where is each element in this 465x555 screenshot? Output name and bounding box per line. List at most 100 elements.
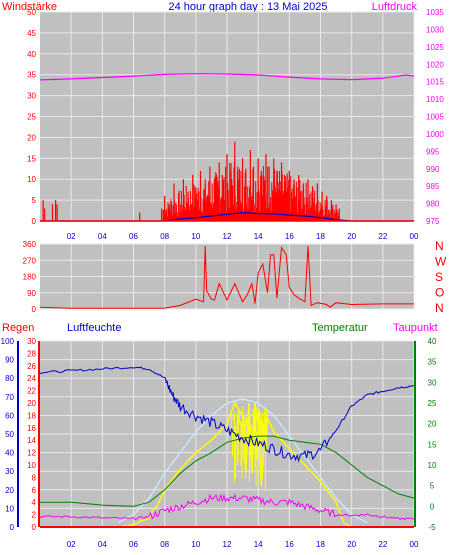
time-tick-label: 04 <box>98 540 107 549</box>
time-tick-label: 06 <box>129 232 138 241</box>
chart-title: 24 hour graph day : 13 Mai 2025 <box>168 1 327 13</box>
direction-tick-label: 90 <box>27 289 36 298</box>
wind-tick-label: 25 <box>27 113 36 122</box>
wind-panel-data <box>39 73 415 222</box>
humidity-tick-label: 10 <box>5 504 14 513</box>
rain-tick-label: 20 <box>27 399 36 408</box>
pressure-tick-label: 1000 <box>426 130 444 139</box>
rain-tick-label: 24 <box>27 374 36 383</box>
pressure-tick-label: 1020 <box>426 60 444 69</box>
pressure-tick-label: 1015 <box>426 78 444 87</box>
temperature-tick-label: 5 <box>430 482 435 491</box>
wind-tick-label: 30 <box>27 92 36 101</box>
humidity-tick-label: 50 <box>5 430 14 439</box>
rain-tick-label: 16 <box>27 424 36 433</box>
rain-tick-label: 0 <box>32 523 37 532</box>
time-tick-label: 14 <box>254 232 263 241</box>
direction-tick-label: 270 <box>23 256 37 265</box>
pressure-tick-label: 1035 <box>426 8 444 17</box>
rain-tick-label: 4 <box>32 498 37 507</box>
time-tick-label: 14 <box>254 540 263 549</box>
wind-tick-label: 15 <box>27 154 36 163</box>
time-tick-label: 02 <box>67 540 76 549</box>
rain-tick-label: 10 <box>27 461 36 470</box>
rain-tick-label: 12 <box>27 449 36 458</box>
temperature-tick-label: 40 <box>428 337 437 346</box>
time-tick-label: 12 <box>223 540 232 549</box>
luftfeuchte-label: Luftfeuchte <box>67 322 121 334</box>
wind-tick-label: 45 <box>27 29 36 38</box>
rain-tick-label: 30 <box>27 337 36 346</box>
wind-axis-ticks: 0 5 10 15 20 25 30 35 40 45 50 <box>27 8 36 226</box>
time-tick-label: 12 <box>223 232 232 241</box>
climate-panel-data <box>39 366 415 528</box>
pressure-tick-label: 985 <box>426 182 440 191</box>
temperature-tick-label: 25 <box>428 399 437 408</box>
temperatur-label: Temperatur <box>312 322 368 334</box>
time-tick-label: 06 <box>129 540 138 549</box>
regen-label: Regen <box>2 322 34 334</box>
direction-panel-grid <box>40 243 415 310</box>
time-tick-label: 20 <box>347 232 356 241</box>
humidity-tick-label: 60 <box>5 411 14 420</box>
rain-tick-label: 28 <box>27 349 36 358</box>
temperature-tick-label: 15 <box>428 440 437 449</box>
pressure-tick-label: 1010 <box>426 95 444 104</box>
mean-wind-line <box>40 211 414 222</box>
time-tick-label: 10 <box>191 232 200 241</box>
humidity-tick-label: 0 <box>10 523 15 532</box>
pressure-tick-label: 995 <box>426 147 440 156</box>
wind-tick-label: 5 <box>32 196 37 205</box>
wind-tick-label: 10 <box>27 175 36 184</box>
humidity-tick-label: 100 <box>1 337 15 346</box>
pressure-tick-label: 990 <box>426 165 440 174</box>
temperature-tick-label: 10 <box>428 461 437 470</box>
pressure-tick-label: 975 <box>426 217 440 226</box>
rain-tick-label: 22 <box>27 387 36 396</box>
wind-tick-label: 0 <box>32 217 37 226</box>
rain-tick-label: 26 <box>27 362 36 371</box>
humidity-tick-label: 80 <box>5 374 14 383</box>
humidity-tick-label: 30 <box>5 467 14 476</box>
time-tick-label: 10 <box>191 540 200 549</box>
rain-tick-label: 14 <box>27 436 36 445</box>
time-tick-label: 00 <box>410 540 419 549</box>
time-tick-label: 22 <box>378 232 387 241</box>
pressure-tick-label: 1030 <box>426 25 444 34</box>
temperature-tick-label: 20 <box>428 420 437 429</box>
rain-tick-label: 2 <box>32 511 37 520</box>
time-tick-label: 04 <box>98 232 107 241</box>
humidity-tick-label: 40 <box>5 449 14 458</box>
compass-label: S <box>435 270 443 284</box>
temperature-tick-label: -5 <box>428 523 436 532</box>
wind-tick-label: 20 <box>27 133 36 142</box>
rain-tick-label: 18 <box>27 411 36 420</box>
pressure-tick-label: 980 <box>426 200 440 209</box>
time-tick-label: 18 <box>316 232 325 241</box>
direction-tick-label: 180 <box>23 273 37 282</box>
wind-tick-label: 50 <box>27 8 36 17</box>
climate-panel-time-ticks: 02 04 06 08 10 12 14 16 18 20 22 00 <box>67 540 419 549</box>
time-tick-label: 18 <box>316 540 325 549</box>
humidity-tick-label: 20 <box>5 486 14 495</box>
pressure-line <box>39 73 415 81</box>
time-tick-label: 16 <box>285 232 294 241</box>
solar-light-line <box>117 398 368 524</box>
compass-label: N <box>435 301 444 315</box>
compass-label: N <box>435 239 444 253</box>
compass-label: O <box>435 286 444 300</box>
dewpoint-line <box>39 493 415 521</box>
direction-line <box>39 245 414 309</box>
direction-tick-label: 360 <box>23 240 37 249</box>
windstaerke-label: Windstärke <box>2 1 57 13</box>
pressure-tick-label: 1025 <box>426 43 444 52</box>
rain-tick-label: 6 <box>32 486 37 495</box>
time-tick-label: 16 <box>285 540 294 549</box>
temperature-axis-ticks: -5 0 5 10 15 20 25 30 35 40 <box>428 337 437 532</box>
wind-tick-label: 35 <box>27 71 36 80</box>
temperature-tick-label: 0 <box>430 502 435 511</box>
wind-tick-label: 40 <box>27 50 36 59</box>
